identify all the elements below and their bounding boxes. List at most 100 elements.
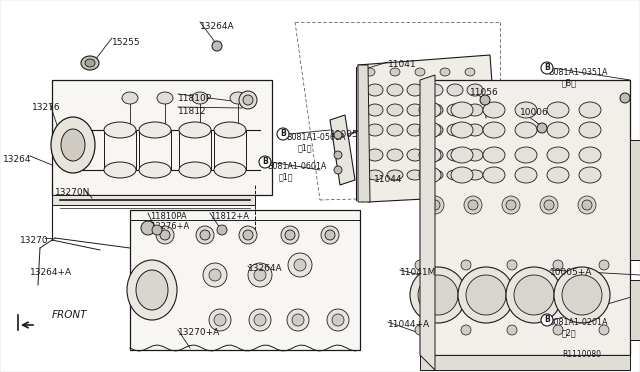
Ellipse shape xyxy=(467,170,483,180)
Text: FRONT: FRONT xyxy=(52,310,88,320)
Ellipse shape xyxy=(192,92,208,104)
Ellipse shape xyxy=(467,104,483,116)
Ellipse shape xyxy=(547,122,569,138)
Ellipse shape xyxy=(332,314,344,326)
Ellipse shape xyxy=(544,200,554,210)
Ellipse shape xyxy=(367,104,383,116)
Text: 13270N: 13270N xyxy=(55,188,90,197)
Ellipse shape xyxy=(461,260,471,270)
Ellipse shape xyxy=(447,170,463,180)
Text: 11044: 11044 xyxy=(374,175,403,184)
Ellipse shape xyxy=(483,147,505,163)
Polygon shape xyxy=(420,75,435,370)
Ellipse shape xyxy=(141,221,155,235)
Ellipse shape xyxy=(515,167,537,183)
Bar xyxy=(420,355,630,370)
Ellipse shape xyxy=(419,167,441,183)
Ellipse shape xyxy=(407,149,423,161)
Ellipse shape xyxy=(160,230,170,240)
Text: 13264+A: 13264+A xyxy=(30,268,72,277)
Text: 15255: 15255 xyxy=(112,38,141,47)
Polygon shape xyxy=(358,65,370,202)
Ellipse shape xyxy=(387,149,403,161)
Ellipse shape xyxy=(212,41,222,51)
Ellipse shape xyxy=(447,104,463,116)
Ellipse shape xyxy=(139,162,171,178)
Ellipse shape xyxy=(288,253,312,277)
Ellipse shape xyxy=(440,68,450,76)
Ellipse shape xyxy=(387,84,403,96)
Ellipse shape xyxy=(579,102,601,118)
Text: 10005: 10005 xyxy=(330,130,359,139)
Ellipse shape xyxy=(415,260,425,270)
Ellipse shape xyxy=(243,230,253,240)
Ellipse shape xyxy=(365,68,375,76)
Text: B081A1-0351A: B081A1-0351A xyxy=(548,68,607,77)
Ellipse shape xyxy=(249,309,271,331)
Ellipse shape xyxy=(139,122,171,138)
Ellipse shape xyxy=(214,162,246,178)
Ellipse shape xyxy=(461,325,471,335)
Text: 10005+A: 10005+A xyxy=(550,268,593,277)
Ellipse shape xyxy=(410,267,466,323)
Text: 11044+A: 11044+A xyxy=(388,320,430,329)
Ellipse shape xyxy=(367,170,383,180)
Ellipse shape xyxy=(599,325,609,335)
Text: R1110080: R1110080 xyxy=(562,350,601,359)
Ellipse shape xyxy=(387,104,403,116)
Text: B: B xyxy=(544,64,550,73)
Text: 13264: 13264 xyxy=(3,155,31,164)
Ellipse shape xyxy=(451,122,473,138)
Ellipse shape xyxy=(387,170,403,180)
Ellipse shape xyxy=(292,314,304,326)
Ellipse shape xyxy=(430,200,440,210)
Text: B081A1-0601A: B081A1-0601A xyxy=(267,162,326,171)
Text: 11812+A: 11812+A xyxy=(210,212,249,221)
Ellipse shape xyxy=(578,196,596,214)
Ellipse shape xyxy=(415,68,425,76)
Ellipse shape xyxy=(321,226,339,244)
Ellipse shape xyxy=(458,267,514,323)
Ellipse shape xyxy=(254,269,266,281)
Text: （1）: （1） xyxy=(279,172,294,181)
Ellipse shape xyxy=(415,325,425,335)
Ellipse shape xyxy=(419,122,441,138)
Text: （B）: （B） xyxy=(562,78,577,87)
Ellipse shape xyxy=(407,170,423,180)
Ellipse shape xyxy=(127,260,177,320)
Text: 11810PA: 11810PA xyxy=(150,212,187,221)
Text: （2）: （2） xyxy=(562,328,577,337)
Ellipse shape xyxy=(467,149,483,161)
Text: 10006: 10006 xyxy=(520,108,548,117)
Ellipse shape xyxy=(214,122,246,138)
Text: B: B xyxy=(544,315,550,324)
Ellipse shape xyxy=(502,196,520,214)
Ellipse shape xyxy=(480,95,490,105)
Ellipse shape xyxy=(562,275,602,315)
Ellipse shape xyxy=(294,259,306,271)
Ellipse shape xyxy=(427,124,443,136)
Ellipse shape xyxy=(209,269,221,281)
Ellipse shape xyxy=(285,230,295,240)
Ellipse shape xyxy=(579,122,601,138)
Ellipse shape xyxy=(85,59,95,67)
Ellipse shape xyxy=(620,93,630,103)
Ellipse shape xyxy=(217,225,227,235)
Ellipse shape xyxy=(327,309,349,331)
Ellipse shape xyxy=(507,260,517,270)
Ellipse shape xyxy=(426,196,444,214)
Ellipse shape xyxy=(447,149,463,161)
Ellipse shape xyxy=(407,124,423,136)
Ellipse shape xyxy=(387,124,403,136)
Ellipse shape xyxy=(483,122,505,138)
Ellipse shape xyxy=(287,309,309,331)
Text: 11041M: 11041M xyxy=(400,268,436,277)
Ellipse shape xyxy=(582,200,592,210)
Text: 13264A: 13264A xyxy=(248,264,283,273)
Ellipse shape xyxy=(554,267,610,323)
Bar xyxy=(630,280,640,340)
Bar xyxy=(52,80,272,195)
Ellipse shape xyxy=(259,156,271,168)
Ellipse shape xyxy=(515,122,537,138)
Ellipse shape xyxy=(483,102,505,118)
